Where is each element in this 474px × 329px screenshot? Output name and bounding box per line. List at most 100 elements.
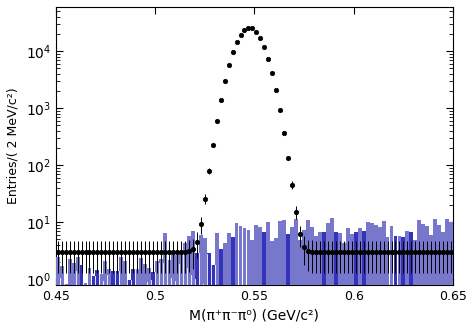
Bar [306,234,310,329]
Bar [298,243,302,329]
Bar [413,240,417,329]
Bar [95,270,100,329]
Bar [72,263,75,329]
Bar [366,222,370,329]
Bar [350,250,354,329]
Bar [64,284,68,329]
Bar [219,249,223,329]
Bar [449,233,453,329]
Bar [270,245,274,329]
Bar [135,269,139,329]
Bar [255,251,258,329]
Bar [390,225,393,329]
Bar [246,239,250,329]
Bar [235,248,238,329]
Bar [433,219,437,329]
Bar [123,263,127,329]
Bar [370,223,374,329]
Bar [155,261,159,329]
Bar [135,289,139,329]
Bar [314,241,318,329]
Bar [243,228,246,329]
Bar [429,235,433,329]
Bar [449,221,453,329]
Bar [231,237,235,329]
Bar [56,258,60,329]
X-axis label: M(π⁺π⁻π⁰) (GeV/c²): M(π⁺π⁻π⁰) (GeV/c²) [190,308,319,322]
Bar [274,238,278,329]
Bar [342,244,346,329]
Bar [398,236,401,329]
Bar [83,283,88,329]
Bar [326,223,330,329]
Bar [421,245,425,329]
Bar [215,233,219,329]
Bar [167,260,171,329]
Bar [191,279,195,329]
Bar [151,272,155,329]
Bar [283,237,286,329]
Bar [441,243,445,329]
Bar [346,228,350,329]
Bar [334,232,338,329]
Bar [183,268,187,329]
Bar [155,263,159,329]
Bar [195,253,199,329]
Bar [386,237,390,329]
Bar [60,266,64,329]
Bar [298,240,302,329]
Bar [350,234,354,329]
Bar [119,258,123,329]
Bar [286,234,290,329]
Bar [76,295,80,329]
Bar [115,270,119,329]
Bar [238,226,243,329]
Bar [163,233,167,329]
Bar [171,281,175,329]
Bar [445,235,449,329]
Bar [326,239,330,329]
Bar [346,237,350,329]
Bar [250,251,255,329]
Bar [382,249,385,329]
Bar [290,227,294,329]
Bar [108,285,111,329]
Bar [310,227,314,329]
Bar [60,267,64,329]
Bar [143,264,147,329]
Bar [76,257,80,329]
Bar [410,232,413,329]
Bar [179,251,183,329]
Bar [425,234,429,329]
Bar [342,243,346,329]
Bar [322,232,326,329]
Bar [330,242,334,329]
Bar [405,236,410,329]
Bar [215,237,219,329]
Bar [139,258,143,329]
Bar [147,268,151,329]
Bar [362,231,365,329]
Bar [199,235,203,329]
Bar [91,276,95,329]
Bar [167,278,171,329]
Bar [358,247,362,329]
Bar [183,243,187,329]
Bar [445,219,449,329]
Bar [290,233,294,329]
Bar [433,249,437,329]
Bar [370,245,374,329]
Bar [386,243,390,329]
Bar [100,274,103,329]
Bar [318,232,322,329]
Bar [223,243,227,329]
Bar [83,286,88,329]
Bar [274,244,278,329]
Bar [418,232,421,329]
Bar [437,232,441,329]
Bar [128,280,131,329]
Bar [175,264,179,329]
Bar [330,218,334,329]
Bar [159,263,163,329]
Bar [266,222,270,329]
